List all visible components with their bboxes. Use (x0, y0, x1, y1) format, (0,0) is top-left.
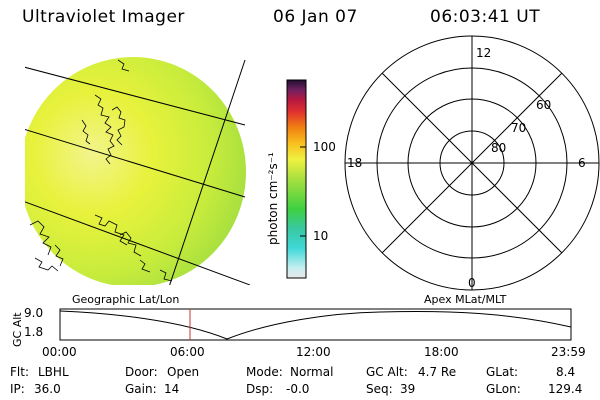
coastline-overlay (29, 59, 173, 282)
dsp-value: -0.0 (286, 382, 310, 396)
gcalt-value: 4.7 Re (418, 365, 457, 379)
mlt-label-6: 6 (578, 156, 586, 170)
colorbar-label-100: 100 (313, 140, 336, 154)
altitude-plot (59, 308, 572, 341)
x-tick-0600: 06:00 (170, 345, 205, 359)
latlon-grid (25, 59, 250, 285)
polar-plot (344, 35, 600, 291)
glat-value: 8.4 (556, 365, 576, 379)
altitude-ylabel: GC Alt (11, 312, 24, 347)
x-tick-2359: 23:59 (551, 345, 586, 359)
glon-value: 129.4 (548, 382, 583, 396)
altitude-ytick-bottom: 1.8 (24, 325, 44, 339)
ip-label: IP: (10, 382, 25, 396)
seq-label: Seq: (366, 382, 393, 396)
glon-label: GLon: (486, 382, 521, 396)
lat-label-60: 60 (536, 98, 552, 112)
flt-label: Flt: (10, 365, 29, 379)
mlt-label-18: 18 (347, 156, 363, 170)
altitude-ytick-top: 9.0 (24, 306, 44, 320)
gain-label: Gain: (125, 382, 157, 396)
ip-value: 36.0 (34, 382, 61, 396)
gcalt-label: GC Alt: (366, 365, 408, 379)
lat-label-70: 70 (511, 121, 527, 135)
altitude-curve (59, 310, 572, 340)
app-title: Ultraviolet Imager (22, 7, 185, 27)
seq-value: 39 (400, 382, 416, 396)
right-panel-caption: Apex MLat/MLT (424, 293, 507, 306)
x-tick-0000: 00:00 (42, 345, 77, 359)
mlt-label-12: 12 (476, 46, 492, 60)
glat-label: GLat: (486, 365, 519, 379)
gain-value: 14 (164, 382, 180, 396)
left-panel-caption: Geographic Lat/Lon (72, 293, 180, 306)
uv-earth-image (25, 57, 250, 285)
door-label: Door: (125, 365, 158, 379)
date-display: 06 Jan 07 (273, 7, 358, 27)
x-tick-1200: 12:00 (296, 345, 331, 359)
lat-label-80: 80 (491, 141, 507, 155)
dsp-label: Dsp: (246, 382, 274, 396)
time-display: 06:03:41 UT (430, 7, 541, 27)
door-value: Open (167, 365, 200, 379)
mlt-label-0: 0 (468, 276, 476, 290)
colorbar (286, 79, 307, 279)
mode-value: Normal (290, 365, 334, 379)
colorbar-label-10: 10 (313, 229, 329, 243)
flt-value: LBHL (38, 365, 69, 379)
mode-label: Mode: (246, 365, 283, 379)
x-tick-1800: 18:00 (424, 345, 459, 359)
colorbar-unit-label: photon cm⁻²s⁻¹ (266, 152, 280, 245)
